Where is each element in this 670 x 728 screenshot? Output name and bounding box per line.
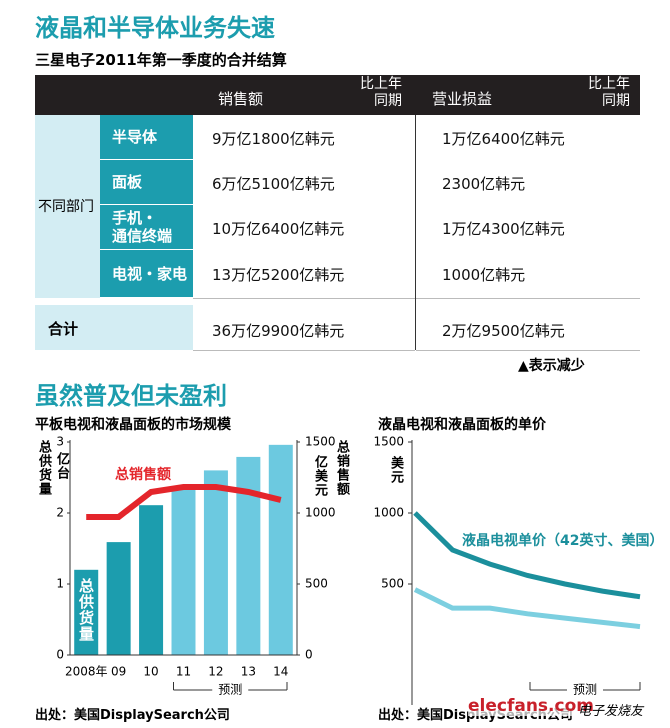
y2-tick-label: 0 (305, 648, 313, 662)
y-tick-label: 0 (56, 648, 64, 662)
cell (416, 250, 640, 299)
y-tick-label: 1500 (373, 435, 404, 449)
sales: 10万亿6400亿韩元 (212, 219, 345, 238)
y-axis-label: 总供货量 (36, 440, 51, 496)
x-tick-label: 13 (241, 665, 256, 679)
column-header: 销售额 (218, 90, 264, 108)
profit: 1000亿韩元 (442, 266, 526, 284)
y2-axis-label: 总销售额 (334, 440, 349, 496)
column-header: 营业损益 (432, 90, 493, 108)
group-label: 不同部门 (38, 199, 94, 215)
bar (171, 486, 196, 655)
y-tick-label: 1000 (373, 506, 404, 520)
watermark-site: elecfans.com (468, 696, 594, 716)
total-profit: 2万亿9500亿韩元 (442, 322, 565, 340)
column-header: 比上年 同期 (360, 76, 402, 109)
subtitle: 三星电子2011年第一季度的合并结算 (35, 51, 287, 69)
note: ▲表示减少 (518, 358, 585, 374)
x-tick-label: 12 (208, 665, 223, 679)
x-tick-label: 09 (111, 665, 126, 679)
x-tick-label: 14 (273, 665, 288, 679)
label-bg (212, 682, 249, 698)
bar (106, 542, 131, 655)
forecast-label: 预测 (573, 683, 597, 697)
bar (203, 470, 228, 655)
y2-tick-label: 1000 (305, 506, 336, 520)
line (86, 484, 282, 520)
label-bg (567, 682, 603, 698)
y-tick-label: 3 (56, 435, 64, 449)
profit: 1万亿6400亿韩元 (442, 129, 565, 148)
line (413, 587, 641, 630)
y-tick-label: 1 (56, 577, 64, 591)
cell (193, 250, 415, 299)
total-sales: 36万亿9900亿韩元 (212, 322, 345, 340)
y2-tick-label: 1500 (305, 435, 336, 449)
row-label: 手机・ 通信终端 (100, 205, 193, 250)
source: 出处：美国DisplaySearch公司 (35, 708, 230, 723)
total-label: 合计 (48, 320, 79, 338)
profit: 2300亿韩元 (442, 174, 526, 193)
row-label: 电视・家电 (100, 250, 193, 298)
line (413, 511, 641, 600)
total-cell (35, 305, 193, 350)
forecast-label: 预测 (218, 683, 242, 697)
x-tick-label: 2008年 (65, 665, 108, 679)
title: 液晶和半导体业务失速 (35, 14, 275, 42)
sales: 13万亿5200亿韩元 (212, 266, 345, 284)
cell (193, 305, 415, 351)
cell (193, 205, 415, 251)
y-tick-label: 2 (56, 506, 64, 520)
column-header: 比上年 同期 (588, 76, 630, 109)
divider (415, 115, 416, 350)
bar (236, 456, 261, 655)
y-axis-unit: 美元 (388, 456, 403, 484)
cell (416, 305, 640, 351)
profit: 1万亿4300亿韩元 (442, 219, 565, 238)
cell (193, 115, 415, 161)
bar (74, 569, 99, 655)
bar-label: 总供货量 (77, 578, 95, 642)
x-tick-label: 11 (176, 665, 191, 679)
series-label: 总销售额 (115, 467, 171, 483)
sales: 9万亿1800亿韩元 (212, 129, 335, 148)
x-tick-label: 10 (143, 665, 158, 679)
section-title: 虽然普及但未盈利 (35, 382, 227, 410)
chart-title: 液晶电视和液晶面板的单价 (378, 417, 546, 433)
watermark-name: 电子发烧友 (578, 704, 644, 719)
group-cell (35, 115, 100, 298)
y-tick-label: 500 (381, 577, 404, 591)
row-label: 面板 (100, 160, 193, 205)
y2-tick-label: 500 (305, 577, 328, 591)
bar (139, 505, 164, 655)
table-header (35, 75, 640, 115)
series-label: 液晶电视单价（42英寸、美国） (462, 533, 664, 549)
row-label: 半导体 (100, 115, 193, 160)
y2-axis-unit: 亿美元 (312, 455, 327, 497)
chart-title: 平板电视和液晶面板的市场规模 (35, 417, 231, 433)
sales: 6万亿5100亿韩元 (212, 174, 335, 193)
bar (268, 444, 293, 655)
y-axis-unit: 亿台 (54, 452, 69, 480)
